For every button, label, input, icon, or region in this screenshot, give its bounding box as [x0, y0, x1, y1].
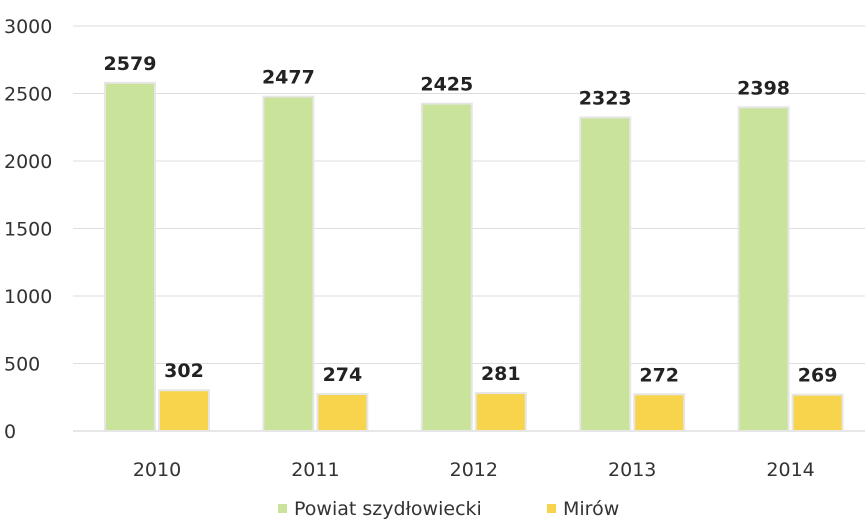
- legend-label: Mirów: [563, 498, 619, 520]
- bar: [262, 95, 315, 432]
- data-label: 269: [798, 365, 838, 387]
- data-label: 2477: [262, 67, 315, 89]
- data-label: 2579: [104, 53, 157, 75]
- x-axis-ticks: 2010 2011 2012 2013 2014: [133, 459, 815, 481]
- x-tick-label: 2013: [608, 459, 656, 481]
- bar: [420, 102, 473, 432]
- legend-label: Powiat szydłowiecki: [294, 498, 482, 520]
- y-tick-label: 3000: [4, 16, 52, 38]
- y-tick-label: 2000: [4, 151, 52, 173]
- data-label: 274: [323, 364, 363, 386]
- y-tick-label: 1500: [4, 219, 52, 241]
- data-label: 281: [481, 363, 521, 385]
- bar: [791, 393, 844, 432]
- x-tick-label: 2012: [450, 459, 498, 481]
- legend-swatch: [547, 504, 556, 513]
- y-axis-ticks: 0 500 1000 1500 2000 2500 3000: [4, 16, 52, 443]
- legend-swatch: [278, 504, 287, 513]
- y-tick-label: 2500: [4, 84, 52, 106]
- bar: [158, 389, 210, 433]
- bar: [104, 81, 156, 433]
- data-label: 2398: [737, 77, 790, 99]
- data-label: 272: [639, 364, 679, 386]
- data-label: 302: [164, 360, 204, 382]
- data-labels: 2579 302 2477 274 2425 281 2323 272 2398 269: [104, 53, 838, 387]
- x-tick-label: 2014: [766, 459, 814, 481]
- legend: Powiat szydłowiecki Mirów: [278, 498, 619, 520]
- bar: [633, 393, 686, 432]
- x-tick-label: 2011: [291, 459, 339, 481]
- y-tick-label: 1000: [4, 286, 52, 308]
- bar: [737, 106, 790, 433]
- data-label: 2425: [420, 74, 473, 96]
- bars: [104, 81, 844, 433]
- x-tick-label: 2010: [133, 459, 181, 481]
- bar: [579, 116, 632, 433]
- bar: [316, 393, 369, 433]
- data-label: 2323: [579, 87, 632, 109]
- y-tick-label: 0: [4, 421, 16, 443]
- bar: [474, 392, 527, 433]
- y-tick-label: 500: [4, 354, 40, 376]
